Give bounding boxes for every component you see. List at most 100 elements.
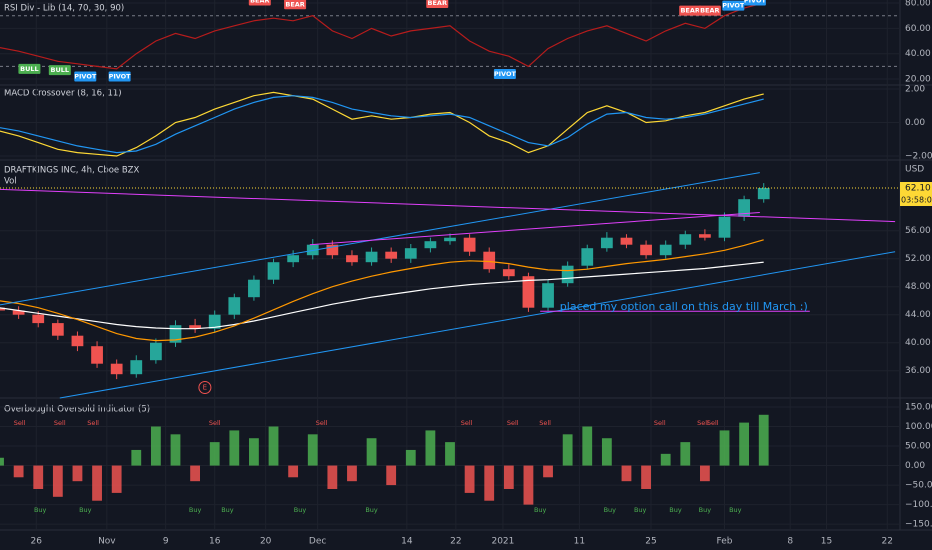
x-tick-label: 14 bbox=[401, 537, 413, 547]
histogram-bar bbox=[758, 414, 769, 466]
signal-label: BEAR bbox=[700, 7, 719, 15]
sell-label: Sell bbox=[316, 419, 328, 427]
x-tick-label: 2021 bbox=[491, 537, 514, 547]
signal-badge bbox=[698, 5, 721, 16]
sell-label: Sell bbox=[707, 419, 719, 427]
candle-body bbox=[620, 237, 633, 245]
x-tick-label: 20 bbox=[260, 537, 272, 547]
candle-body bbox=[659, 244, 672, 256]
countdown-label: 03:58:05 bbox=[901, 196, 932, 205]
candle-body bbox=[718, 216, 731, 238]
trend-line bbox=[0, 188, 896, 223]
x-tick-label: 15 bbox=[821, 537, 832, 547]
signal-badge bbox=[493, 68, 516, 79]
sell-label: Sell bbox=[54, 419, 66, 427]
histogram-bar bbox=[621, 465, 632, 482]
x-tick-label: 25 bbox=[645, 537, 656, 547]
signal-badge bbox=[722, 0, 745, 11]
candle-body bbox=[699, 234, 711, 238]
candle-body bbox=[150, 342, 162, 361]
signal-label: PIVOT bbox=[74, 73, 97, 81]
pane-title: MACD Crossover (8, 16, 11) bbox=[4, 89, 122, 99]
histogram-bar bbox=[13, 465, 24, 478]
signal-label: PIVOT bbox=[494, 70, 517, 78]
buy-label: Buy bbox=[534, 506, 547, 514]
sell-label: Sell bbox=[654, 419, 666, 427]
signal-badge bbox=[48, 65, 71, 76]
x-tick-label: 11 bbox=[574, 537, 585, 547]
y-tick-label: 40.00 bbox=[905, 49, 931, 59]
histogram-bar bbox=[190, 465, 200, 482]
y-tick-label: 80.00 bbox=[905, 0, 931, 9]
annotation: placed my option call on this day till M… bbox=[560, 300, 808, 313]
histogram-bar bbox=[562, 434, 573, 466]
histogram-bar bbox=[405, 449, 416, 466]
buy-label: Buy bbox=[729, 506, 742, 514]
buy-label: Buy bbox=[699, 506, 712, 514]
last-price-box bbox=[900, 182, 932, 194]
candle-body bbox=[248, 279, 260, 298]
histogram-bar bbox=[52, 465, 63, 497]
candle-body bbox=[600, 237, 613, 249]
histogram-bar bbox=[249, 438, 259, 466]
pane-title: Overbought Oversold Indicator (5) bbox=[4, 405, 150, 415]
y-tick-label: −100.00 bbox=[905, 500, 932, 510]
buy-label: Buy bbox=[294, 506, 307, 514]
series-line bbox=[0, 2, 764, 70]
y-tick-label: 20.00 bbox=[905, 75, 931, 85]
histogram-bar bbox=[641, 465, 651, 489]
pane-title: RSI Div - Lib (14, 70, 30, 90) bbox=[4, 4, 124, 14]
histogram-bar bbox=[327, 465, 338, 489]
sell-label: Sell bbox=[14, 419, 26, 427]
y-tick-label: 150.00 bbox=[905, 402, 932, 412]
x-tick-label: 26 bbox=[31, 537, 43, 547]
y-tick-label: 48.00 bbox=[905, 282, 931, 292]
x-tick-label: 22 bbox=[450, 537, 461, 547]
y-tick-label: 0.00 bbox=[905, 118, 925, 128]
candle-body bbox=[91, 346, 103, 364]
y-tick-label: 44.00 bbox=[905, 310, 931, 320]
histogram-bar bbox=[582, 426, 593, 466]
candle-body bbox=[463, 237, 476, 252]
histogram-bar bbox=[366, 438, 377, 466]
signal-badge bbox=[284, 0, 307, 10]
buy-label: Buy bbox=[221, 506, 234, 514]
y-tick-label: 40.00 bbox=[905, 338, 931, 348]
candle-body bbox=[679, 234, 692, 245]
candle-body bbox=[365, 251, 378, 263]
series-line bbox=[0, 95, 764, 154]
signal-label: PIVOT bbox=[744, 0, 767, 5]
buy-label: Buy bbox=[634, 506, 647, 514]
histogram-bar bbox=[150, 426, 161, 466]
x-tick-label: 8 bbox=[787, 537, 793, 547]
candle-body bbox=[581, 248, 594, 266]
histogram-bar bbox=[268, 426, 279, 466]
sell-label: Sell bbox=[697, 419, 709, 427]
candle-body bbox=[502, 269, 515, 277]
event-marker bbox=[198, 381, 212, 394]
histogram-bar bbox=[445, 442, 455, 466]
signal-label: BEAR bbox=[285, 0, 304, 8]
candle-body bbox=[12, 310, 25, 315]
candle-body bbox=[228, 297, 241, 315]
signal-label: BEAR bbox=[428, 0, 447, 7]
pane-subtitle: Vol bbox=[4, 177, 17, 187]
y-tick-label: 36.00 bbox=[905, 366, 931, 376]
histogram-bar bbox=[170, 434, 181, 466]
y-tick-label: 100.00 bbox=[905, 422, 932, 432]
sell-label: Sell bbox=[539, 419, 551, 427]
candle-body bbox=[757, 188, 770, 200]
candle-body bbox=[404, 248, 417, 259]
candle-body bbox=[483, 251, 496, 270]
signal-badge bbox=[426, 0, 449, 9]
candle-body bbox=[522, 276, 535, 308]
y-tick-label: 56.00 bbox=[905, 226, 931, 236]
histogram-bar bbox=[660, 453, 671, 466]
trend-line bbox=[0, 172, 760, 306]
buy-label: Buy bbox=[365, 506, 378, 514]
y-tick-label: 50.00 bbox=[905, 442, 931, 452]
y-tick-label: 0.00 bbox=[905, 461, 925, 471]
pane-title: DRAFTKINGS INC, 4h, Cboe BZX bbox=[4, 166, 139, 176]
